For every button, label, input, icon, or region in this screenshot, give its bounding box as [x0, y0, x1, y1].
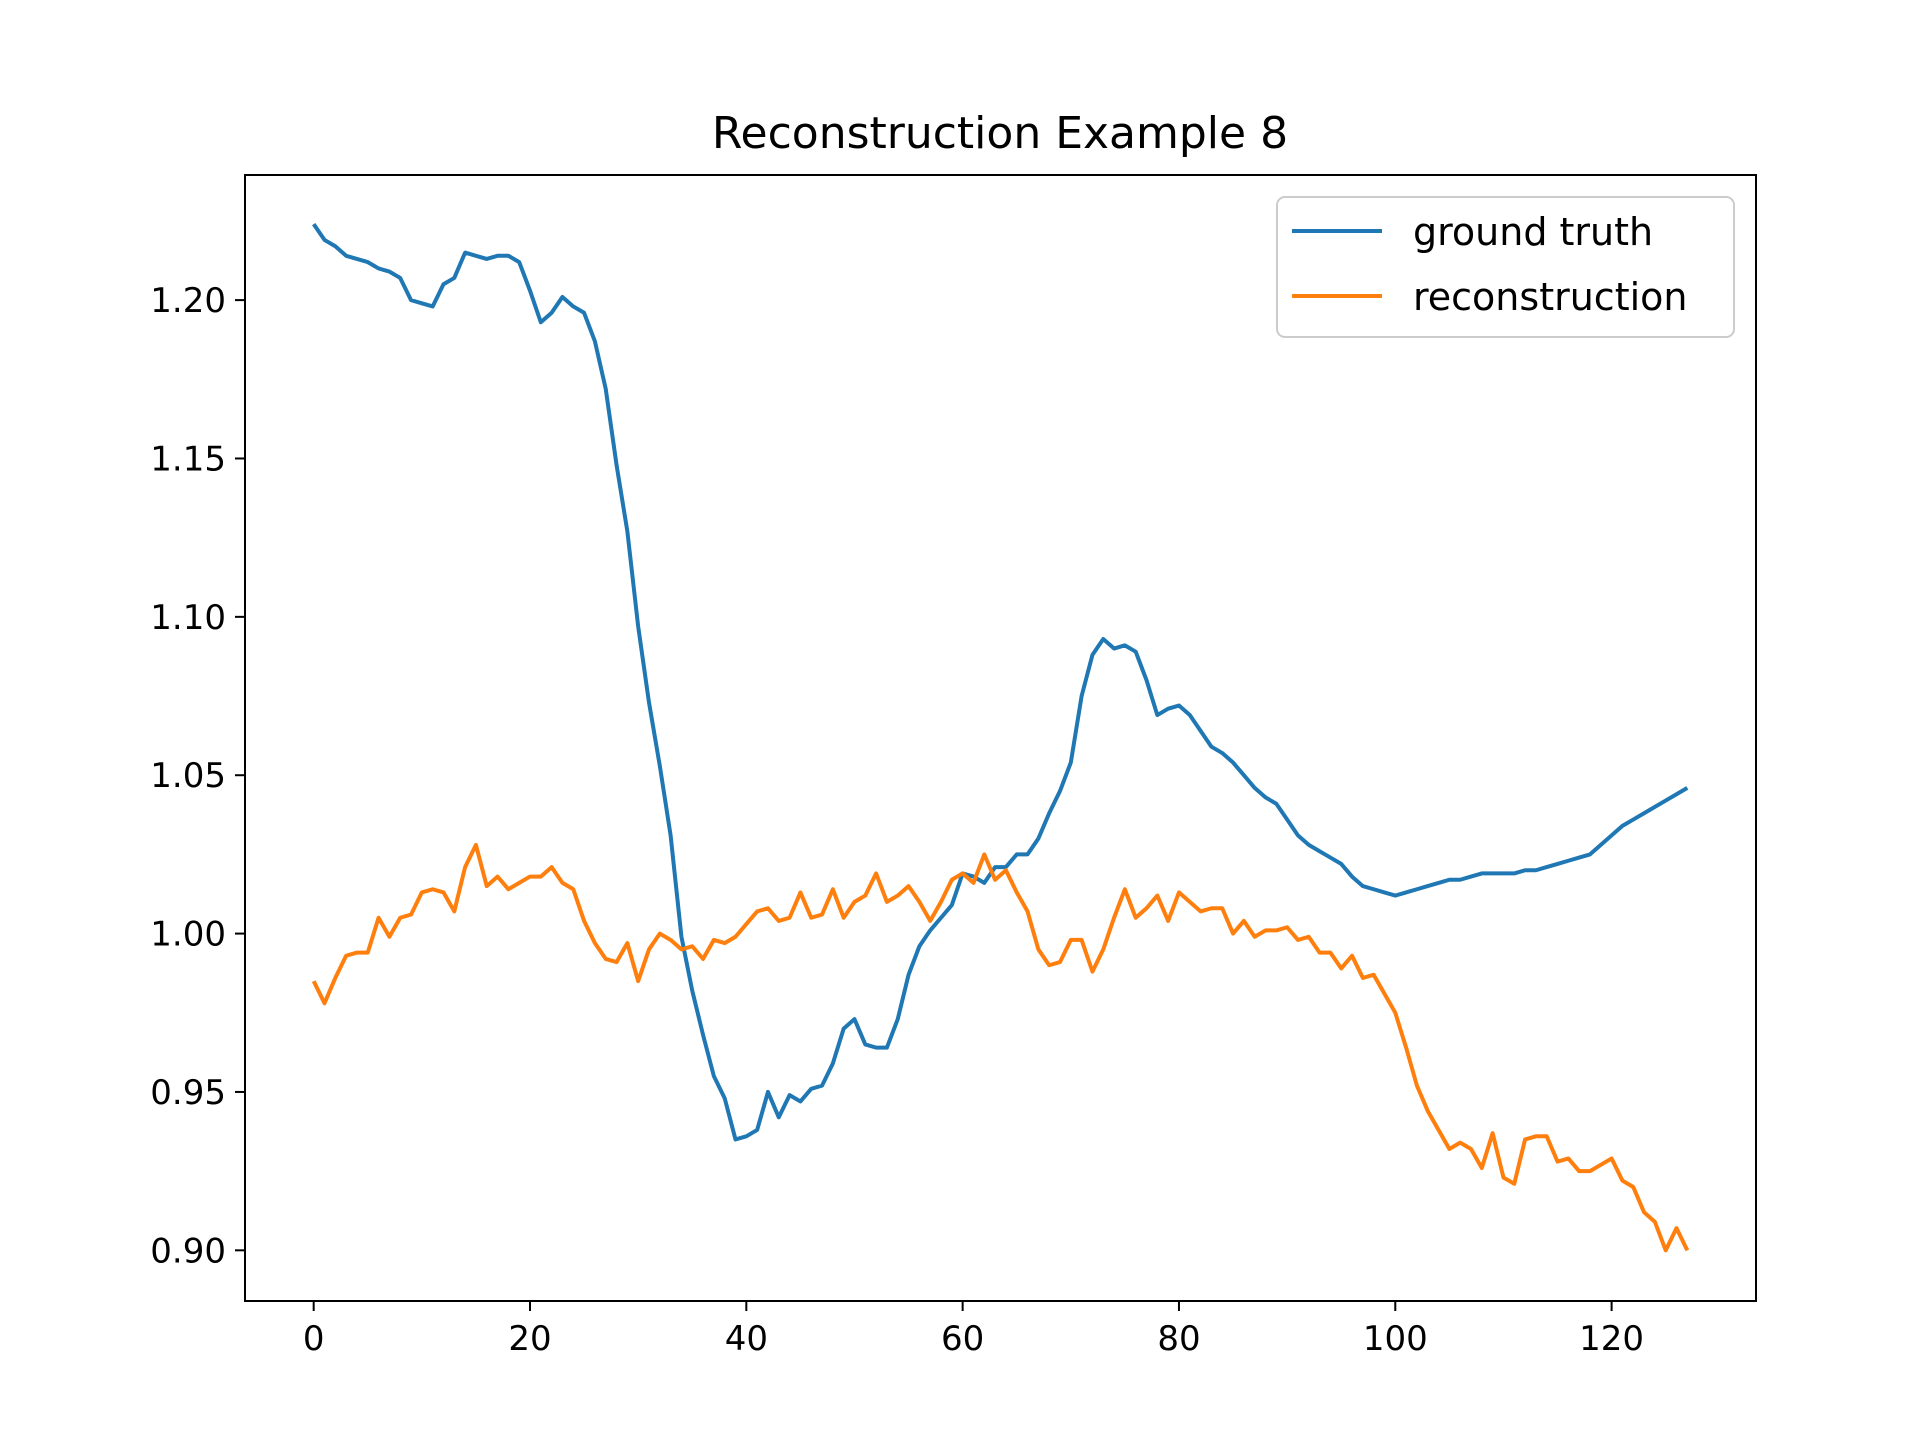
x-tick-label: 60	[941, 1319, 984, 1359]
y-tick-label: 1.00	[150, 915, 226, 955]
y-tick-label: 1.20	[150, 281, 226, 321]
legend-label-reconstruction: reconstruction	[1413, 275, 1687, 319]
x-tick-label: 40	[725, 1319, 768, 1359]
x-tick-label: 20	[508, 1319, 551, 1359]
x-tick-label: 120	[1579, 1319, 1644, 1359]
x-tick-label: 80	[1157, 1319, 1200, 1359]
chart-title: Reconstruction Example 8	[712, 108, 1288, 159]
x-tick-label: 100	[1363, 1319, 1428, 1359]
y-tick-label: 1.05	[150, 756, 226, 796]
x-tick-label: 0	[303, 1319, 325, 1359]
series-line-ground-truth	[312, 222, 1689, 1142]
legend: ground truth reconstruction	[1276, 196, 1735, 338]
y-tick-label: 1.15	[150, 439, 226, 479]
ticks-layer: 0 20 40 60 80 100 120 0.90 0.95 1.00 1.05 1.10 1.15 1…	[150, 281, 1644, 1359]
series-line-reconstruction	[311, 842, 1690, 1253]
series-layer	[311, 222, 1690, 1253]
legend-label-ground-truth: ground truth	[1413, 210, 1653, 254]
y-tick-label: 1.10	[150, 598, 226, 638]
plot-frame	[244, 174, 1757, 1302]
legend-box	[1276, 196, 1735, 338]
y-tick-label: 0.95	[150, 1073, 226, 1113]
y-tick-label: 0.90	[150, 1231, 226, 1271]
